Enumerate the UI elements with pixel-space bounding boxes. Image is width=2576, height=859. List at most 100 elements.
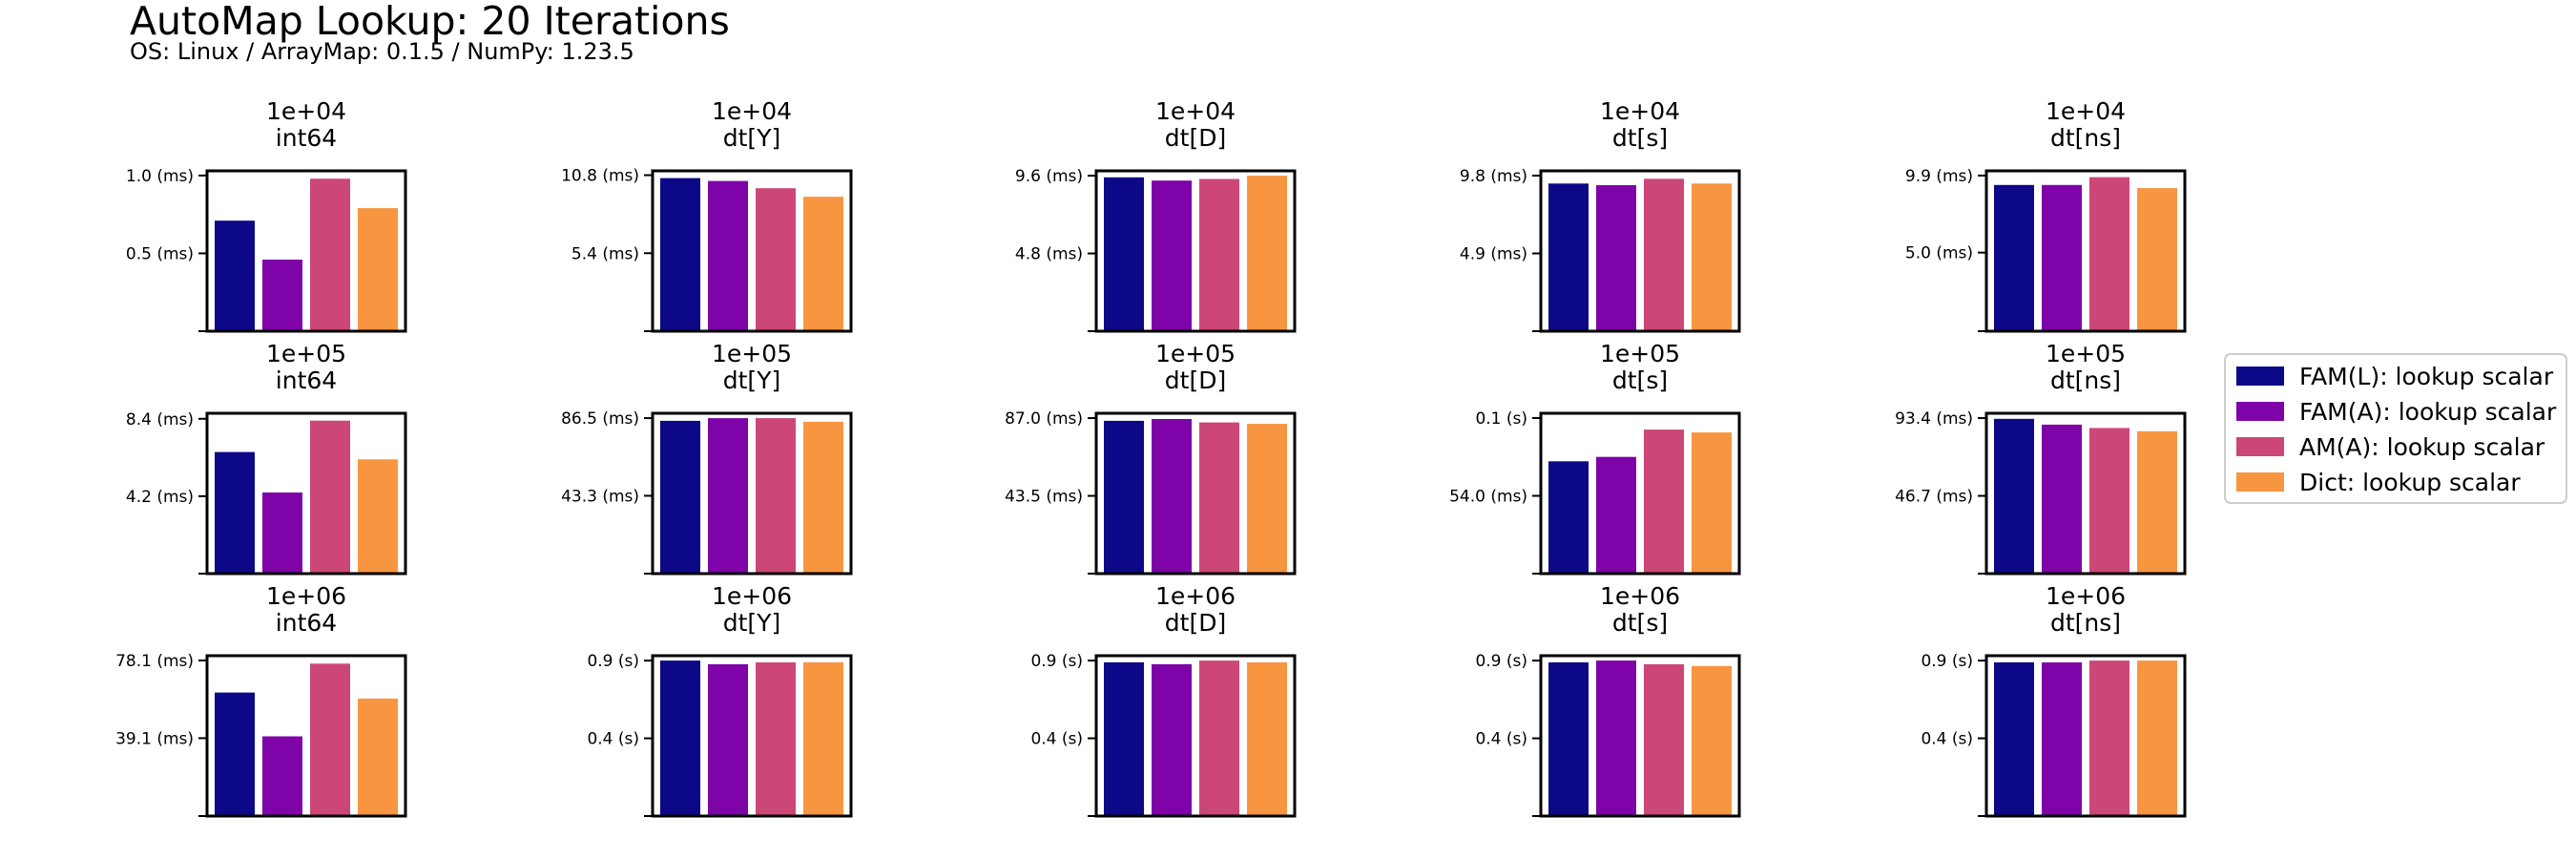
bar: [1247, 662, 1287, 816]
bar: [1644, 430, 1684, 574]
bar: [756, 188, 796, 331]
y-tick-label: 5.0 (ms): [1905, 244, 1973, 263]
plot-frame: [1094, 654, 1297, 818]
bar: [1596, 660, 1636, 816]
figure-title: AutoMap Lookup: 20 Iterations: [130, 0, 730, 44]
bar: [660, 420, 700, 574]
plot-frame: [651, 411, 853, 576]
plot-frame: [1094, 411, 1297, 576]
y-tick-label: 9.6 (ms): [1015, 167, 1083, 186]
subplot-title: 1e+04: [1155, 97, 1236, 125]
subplot-title: int64: [276, 124, 337, 152]
plot-frame: [1984, 654, 2187, 818]
bar: [2137, 430, 2177, 574]
y-tick-label: 0.4 (s): [1030, 730, 1083, 749]
plot-frame: [205, 169, 407, 333]
bar: [2089, 177, 2129, 331]
bar: [1247, 424, 1287, 574]
y-tick-label: 4.8 (ms): [1015, 245, 1083, 264]
legend-swatch: [2236, 402, 2284, 421]
subplot-title: 1e+05: [1600, 340, 1680, 367]
bar: [1644, 663, 1684, 816]
legend-swatch: [2236, 472, 2284, 492]
bar: [1994, 418, 2034, 574]
plot-frame: [651, 654, 853, 818]
bar: [215, 451, 255, 574]
y-tick-label: 0.4 (s): [1921, 730, 1973, 749]
y-tick-label: 0.4 (s): [587, 730, 639, 749]
subplot-title: 1e+05: [1155, 340, 1236, 367]
subplot-title: dt[D]: [1165, 367, 1226, 394]
bar: [756, 418, 796, 574]
bar: [1692, 183, 1732, 331]
bar: [1152, 419, 1192, 574]
subplot-title: dt[Y]: [723, 124, 780, 152]
bar: [215, 692, 255, 816]
bar: [310, 178, 350, 331]
plot-frame: [1094, 169, 1297, 333]
bar: [1152, 180, 1192, 331]
bar: [2042, 424, 2082, 574]
bar: [1596, 185, 1636, 331]
legend: FAM(L): lookup scalar FAM(A): lookup scal…: [2224, 353, 2567, 504]
subplot-title: 1e+06: [712, 582, 792, 610]
plot-frame: [1539, 169, 1741, 333]
bar: [803, 197, 843, 331]
y-tick-label: 0.1 (s): [1475, 409, 1527, 429]
y-tick-label: 78.1 (ms): [115, 652, 194, 671]
bar: [2042, 662, 2082, 816]
subplot-title: dt[ns]: [2050, 124, 2121, 152]
bar: [708, 663, 748, 816]
bar: [215, 220, 255, 331]
bar: [262, 492, 302, 574]
bar: [1104, 177, 1144, 331]
bar: [1644, 178, 1684, 331]
y-tick-label: 0.4 (s): [1475, 730, 1527, 749]
subplot-title: 1e+04: [266, 97, 346, 125]
subplot-title: int64: [276, 609, 337, 637]
y-tick-label: 54.0 (ms): [1449, 487, 1527, 506]
bar: [1199, 660, 1239, 816]
subplot-title: dt[s]: [1612, 367, 1668, 394]
bar: [358, 459, 398, 574]
bar: [1548, 461, 1589, 574]
legend-label: AM(A): lookup scalar: [2299, 433, 2545, 461]
bar: [1692, 432, 1732, 574]
legend-label: FAM(A): lookup scalar: [2299, 398, 2557, 426]
bar: [310, 663, 350, 816]
bar: [310, 420, 350, 574]
subplot-title: dt[Y]: [723, 609, 780, 637]
y-tick-label: 1.0 (ms): [126, 167, 194, 186]
bar: [1692, 665, 1732, 816]
bar: [2137, 188, 2177, 331]
bar: [2042, 184, 2082, 331]
subplot-title: 1e+04: [712, 97, 792, 125]
y-tick-label: 10.8 (ms): [561, 167, 639, 186]
bar: [803, 662, 843, 816]
plot-frame: [651, 169, 853, 333]
bar: [1994, 184, 2034, 331]
legend-swatch: [2236, 437, 2284, 456]
y-tick-label: 43.5 (ms): [1005, 488, 1083, 507]
subplot-title: dt[ns]: [2050, 367, 2121, 394]
y-tick-label: 0.9 (s): [1030, 652, 1083, 671]
y-tick-label: 0.9 (s): [1475, 652, 1527, 671]
y-tick-label: 4.9 (ms): [1460, 244, 1527, 263]
y-tick-label: 93.4 (ms): [1895, 409, 1973, 429]
bar: [1596, 456, 1636, 574]
subplot-title: 1e+04: [2046, 97, 2126, 125]
y-tick-label: 9.9 (ms): [1905, 167, 1973, 186]
bar: [262, 260, 302, 331]
legend-swatch: [2236, 367, 2284, 386]
